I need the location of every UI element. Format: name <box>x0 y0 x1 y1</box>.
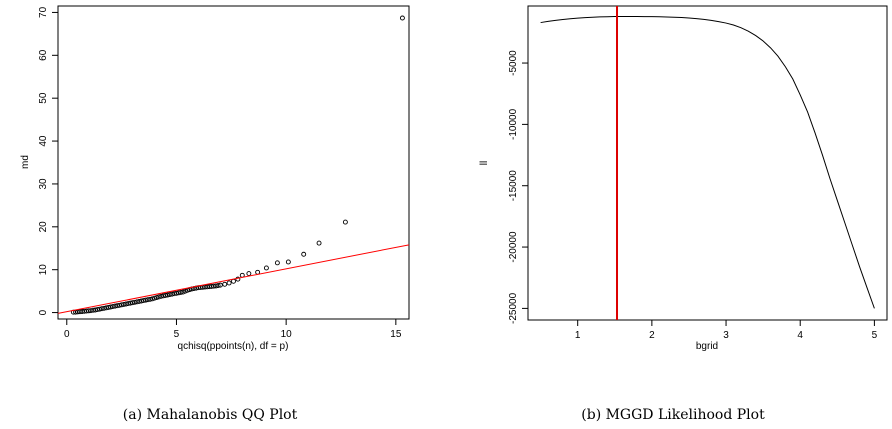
qq-point <box>160 293 166 299</box>
qq-y-tick-label: 20 <box>38 221 49 233</box>
qq-point <box>154 295 160 301</box>
qq-point <box>145 297 151 303</box>
qq-point <box>92 307 98 313</box>
qq-point <box>222 281 228 287</box>
qq-point <box>226 280 232 286</box>
qq-point <box>165 292 171 298</box>
likelihood-x-axis-title: bgrid <box>696 341 718 352</box>
qq-x-tick-label: 0 <box>64 329 70 340</box>
likelihood-y-tick-label: -15000 <box>508 170 519 202</box>
qq-point <box>127 300 133 306</box>
qq-point <box>316 240 322 246</box>
qq-point <box>130 300 136 306</box>
likelihood-caption: (b) MGGD Likelihood Plot <box>581 407 765 423</box>
qq-point <box>301 251 307 257</box>
likelihood-curve <box>540 15 875 309</box>
qq-point <box>178 289 184 295</box>
qq-point <box>156 294 162 300</box>
qq-point <box>121 301 127 307</box>
likelihood-y-ticks: -5000 -10000 -15000 -20000 -25000 <box>508 50 528 324</box>
qq-point <box>213 283 219 289</box>
qq-y-tick-label: 0 <box>38 309 49 315</box>
qq-point <box>108 304 114 310</box>
qq-point <box>180 289 186 295</box>
likelihood-y-axis-title: ll <box>479 161 490 165</box>
qq-point <box>103 305 109 311</box>
likelihood-y-tick-label: -10000 <box>508 108 519 140</box>
qq-point <box>399 15 405 21</box>
qq-point <box>163 292 168 298</box>
qq-point <box>143 297 149 303</box>
qq-x-tick-label: 10 <box>281 329 293 340</box>
qq-point <box>86 308 92 314</box>
qq-y-ticks: 0 10 20 30 40 50 60 70 <box>38 6 58 315</box>
qq-point <box>106 304 111 310</box>
qq-point <box>95 307 100 313</box>
qq-point <box>112 303 118 309</box>
qq-point <box>134 299 140 305</box>
qq-reference-line <box>57 244 410 314</box>
qq-y-axis-title: md <box>20 155 31 169</box>
qq-point <box>215 283 221 289</box>
qq-point <box>116 302 122 308</box>
likelihood-x-tick-label: 4 <box>797 330 803 341</box>
qq-y-tick-label: 40 <box>38 135 49 147</box>
qq-x-axis-title: qchisq(ppoints(n), df = p) <box>178 341 289 352</box>
qq-point <box>246 271 252 277</box>
qq-point <box>123 301 129 307</box>
likelihood-x-ticks: 1 2 3 4 5 <box>575 320 878 341</box>
qq-point <box>132 299 138 305</box>
qq-point <box>136 298 142 304</box>
likelihood-x-tick-label: 5 <box>872 330 878 341</box>
qq-point <box>174 290 179 296</box>
likelihood-panel: 1 2 3 4 5 -5000 -10000 -15000 -20000 -25000 bgri… <box>479 5 888 423</box>
qq-point <box>138 298 144 304</box>
qq-panel: 0 5 10 15 0 10 20 30 40 50 60 70 qchisq(ppoints(n)… <box>20 5 410 423</box>
qq-point <box>158 293 164 299</box>
qq-point <box>263 265 269 271</box>
qq-y-tick-label: 10 <box>38 264 49 276</box>
qq-point <box>125 301 131 307</box>
qq-point <box>147 296 153 302</box>
qq-y-tick-label: 50 <box>38 92 49 104</box>
qq-point <box>182 288 188 294</box>
qq-point <box>114 303 120 309</box>
likelihood-x-tick-label: 3 <box>723 330 729 341</box>
qq-x-tick-label: 15 <box>390 329 402 340</box>
qq-x-ticks: 0 5 10 15 <box>64 319 402 340</box>
qq-x-tick-label: 5 <box>174 329 180 340</box>
qq-points <box>70 15 405 315</box>
qq-point <box>152 295 157 301</box>
likelihood-y-tick-label: -25000 <box>508 292 519 324</box>
qq-point <box>97 306 103 312</box>
qq-point <box>88 308 94 314</box>
qq-y-tick-label: 30 <box>38 178 49 190</box>
qq-plot-box <box>57 5 410 320</box>
qq-point <box>217 282 223 288</box>
qq-point <box>110 304 116 310</box>
qq-point <box>101 305 107 311</box>
qq-point <box>274 260 280 266</box>
qq-point <box>176 290 182 296</box>
likelihood-x-tick-label: 2 <box>649 330 655 341</box>
likelihood-y-tick-label: -20000 <box>508 231 519 263</box>
qq-point <box>167 292 173 298</box>
qq-point <box>99 306 105 312</box>
qq-point <box>119 302 125 308</box>
qq-point <box>141 298 147 304</box>
qq-point <box>211 283 217 289</box>
qq-point <box>149 296 155 302</box>
qq-point <box>342 219 348 225</box>
likelihood-plot-box <box>527 5 888 321</box>
likelihood-x-tick-label: 1 <box>575 330 581 341</box>
qq-y-tick-label: 60 <box>38 49 49 61</box>
qq-point <box>285 259 291 265</box>
qq-point <box>171 291 177 297</box>
qq-point <box>90 307 96 313</box>
likelihood-y-tick-label: -5000 <box>508 50 519 76</box>
qq-caption: (a) Mahalanobis QQ Plot <box>123 407 298 423</box>
qq-point <box>169 291 175 297</box>
qq-y-tick-label: 70 <box>38 6 49 18</box>
